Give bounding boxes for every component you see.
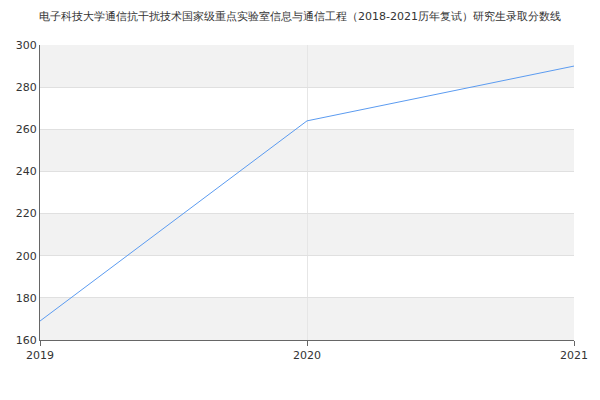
- svg-text:电子科技大学通信抗干扰技术国家级重点实验室信息与通信工程（2: 电子科技大学通信抗干扰技术国家级重点实验室信息与通信工程（2018-2021历年…: [39, 10, 561, 23]
- svg-text:2021: 2021: [560, 349, 588, 362]
- svg-text:280: 280: [16, 81, 37, 94]
- svg-text:180: 180: [16, 292, 37, 305]
- svg-text:220: 220: [16, 207, 37, 220]
- svg-text:260: 260: [16, 123, 37, 136]
- svg-text:200: 200: [16, 250, 37, 263]
- svg-text:300: 300: [16, 39, 37, 52]
- svg-text:2020: 2020: [293, 349, 321, 362]
- svg-text:2019: 2019: [26, 349, 54, 362]
- svg-text:240: 240: [16, 165, 37, 178]
- svg-text:160: 160: [16, 334, 37, 347]
